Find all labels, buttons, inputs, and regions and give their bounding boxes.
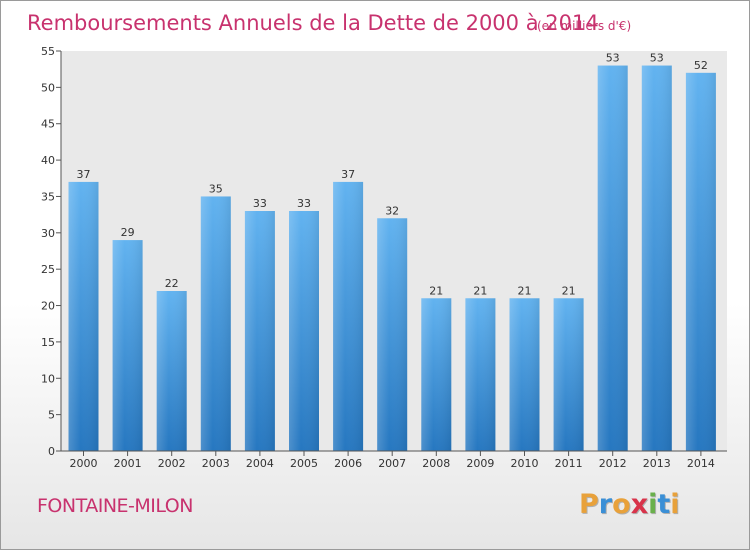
y-axis: 0 5 10 15 20 25 30 35 40 45 50 55 [41, 45, 62, 458]
bar-shade [509, 298, 540, 451]
logo-letter: i [648, 489, 658, 520]
bar-shade [112, 240, 143, 451]
y-tick-label: 35 [41, 190, 55, 203]
bar-shade [685, 72, 716, 452]
logo-letter: o [612, 489, 631, 520]
bar-shade [421, 298, 452, 451]
y-tick-label: 45 [41, 118, 55, 131]
y-tick-label: 30 [41, 227, 55, 240]
bar-shade [641, 65, 672, 451]
x-tick-label: 2009 [466, 457, 494, 470]
logo-letter: P [579, 489, 599, 520]
y-tick-label: 55 [41, 45, 55, 58]
y-tick-label: 40 [41, 154, 55, 167]
x-tick-label: 2012 [599, 457, 627, 470]
x-tick-label: 2014 [687, 457, 715, 470]
bar-shade [156, 291, 187, 451]
bar-value-label: 37 [341, 168, 355, 181]
x-tick-label: 2006 [334, 457, 362, 470]
y-tick-label: 25 [41, 263, 55, 276]
bar-value-label: 52 [694, 59, 708, 72]
bar-shade [333, 181, 364, 451]
x-tick-label: 2005 [290, 457, 318, 470]
y-tick-label: 15 [41, 336, 55, 349]
y-tick-label: 0 [48, 445, 55, 458]
bar-value-label: 32 [385, 204, 399, 217]
bar-shade [377, 218, 408, 451]
bar-shade [597, 65, 628, 451]
x-tick-label: 2008 [422, 457, 450, 470]
x-tick-label: 2000 [70, 457, 98, 470]
logo-letter: t [657, 489, 671, 520]
proxiti-logo: Proxiti [579, 489, 680, 520]
bar-value-label: 21 [473, 284, 487, 297]
bar-value-label: 29 [121, 226, 135, 239]
bar-shade [200, 196, 231, 451]
x-tick-label: 2002 [158, 457, 186, 470]
x-tick-label: 2007 [378, 457, 406, 470]
bar-value-label: 53 [650, 52, 664, 65]
bar-value-label: 53 [606, 52, 620, 65]
y-tick-label: 20 [41, 300, 55, 313]
y-tick-label: 5 [48, 409, 55, 422]
bar-value-label: 33 [253, 197, 267, 210]
x-tick-label: 2001 [114, 457, 142, 470]
bar-value-label: 35 [209, 182, 223, 195]
x-tick-label: 2011 [555, 457, 583, 470]
x-axis: 2000 2001 2002 2003 2004 2005 2006 2007 2008 2009… [61, 450, 727, 470]
bar-value-label: 21 [562, 284, 576, 297]
commune-name: FONTAINE-MILON [37, 495, 193, 517]
x-tick-label: 2013 [643, 457, 671, 470]
bar-value-label: 33 [297, 197, 311, 210]
logo-letter: i [670, 489, 680, 520]
bar-value-label: 21 [518, 284, 532, 297]
y-tick-label: 10 [41, 372, 55, 385]
bar-series: 37 29 22 35 33 33 37 32 21 21 21 21 53 53 52 [68, 52, 716, 452]
chart-title: Remboursements Annuels de la Dette de 20… [27, 11, 599, 35]
bar-shade [244, 211, 275, 451]
x-tick-label: 2003 [202, 457, 230, 470]
bar-value-label: 37 [77, 168, 91, 181]
y-tick-label: 50 [41, 81, 55, 94]
bar-shade [465, 298, 496, 451]
bar-shade [553, 298, 584, 451]
logo-letter: x [630, 489, 649, 520]
bar-shade [68, 181, 99, 451]
x-tick-label: 2010 [511, 457, 539, 470]
bar-value-label: 21 [429, 284, 443, 297]
chart-subtitle: (en milliers d'€) [537, 19, 631, 33]
bar-shade [289, 211, 319, 451]
x-tick-label: 2004 [246, 457, 274, 470]
bar-value-label: 22 [165, 277, 179, 290]
logo-letter: r [598, 489, 613, 520]
